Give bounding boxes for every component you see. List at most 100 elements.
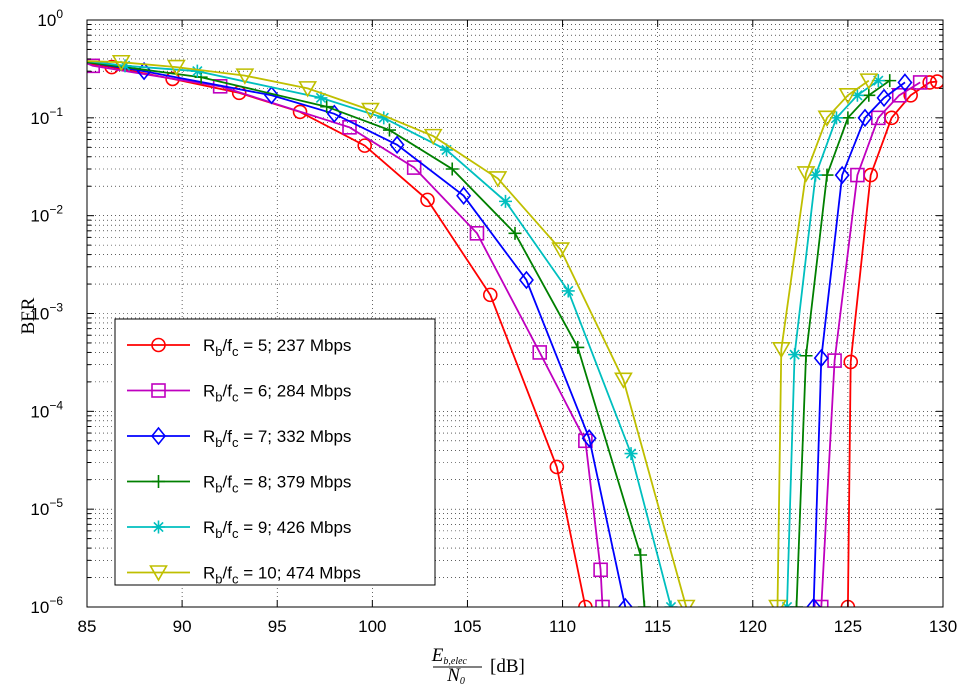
data-marker [445, 162, 459, 176]
data-marker [676, 599, 696, 607]
data-marker [151, 337, 166, 353]
data-marker [152, 520, 165, 534]
data-marker [799, 349, 813, 363]
data-marker [440, 143, 454, 157]
legend-entry: Rb/fc = 5; 237 Mbps [127, 336, 351, 359]
legend-label-f: /f [223, 473, 233, 492]
legend-label-sub-c: c [232, 344, 239, 359]
x-label-unit: [dB] [490, 656, 525, 677]
legend-label-r: R [203, 564, 215, 583]
data-marker [406, 160, 422, 175]
legend-label-f: /f [223, 382, 233, 401]
legend-label-f: /f [223, 336, 233, 355]
data-marker [614, 372, 633, 389]
data-marker [498, 194, 512, 208]
svg-text:N0: N0 [446, 665, 465, 687]
y-tick-exponent: −3 [49, 301, 63, 315]
series-line [795, 79, 891, 607]
data-marker [788, 348, 802, 362]
data-marker [532, 345, 548, 360]
svg-text:Eb,elec: Eb,elec [431, 645, 468, 667]
y-tick-label: 10−4 [30, 398, 63, 421]
series-line [87, 60, 672, 607]
legend-label-sub-b: b [215, 390, 222, 405]
y-tick-label: 10−6 [30, 594, 63, 617]
data-marker [389, 135, 405, 155]
data-marker [876, 88, 892, 108]
series-10 [87, 54, 879, 607]
series-layer [87, 54, 943, 607]
x-label-denominator: N [446, 665, 461, 686]
data-marker [357, 138, 373, 153]
data-marker [922, 75, 937, 90]
x-tick-label: 110 [549, 617, 576, 636]
data-marker [377, 111, 391, 125]
x-label-numerator: E [431, 645, 444, 666]
data-marker [871, 74, 885, 88]
data-marker [423, 128, 443, 146]
legend-entry: Rb/fc = 8; 379 Mbps [127, 473, 351, 496]
data-marker [796, 166, 816, 183]
legend-entry: Rb/fc = 9; 426 Mbps [127, 518, 351, 541]
legend-label: Rb/fc = 7; 332 Mbps [203, 427, 351, 450]
data-marker [595, 599, 610, 607]
data-marker [298, 81, 318, 98]
data-marker [891, 87, 907, 103]
y-tick-base: 10 [30, 207, 49, 226]
legend-label: Rb/fc = 10; 474 Mbps [203, 564, 361, 587]
data-marker [859, 73, 879, 90]
y-tick-base: 10 [30, 109, 49, 128]
data-marker [581, 429, 597, 448]
x-tick-label: 125 [834, 617, 862, 636]
data-marker [809, 168, 823, 182]
y-tick-base: 10 [30, 305, 49, 324]
y-tick-exponent: −2 [49, 203, 63, 217]
data-marker [850, 167, 865, 183]
data-marker [167, 59, 186, 77]
data-marker [314, 91, 328, 105]
data-marker [883, 74, 897, 88]
data-marker [768, 599, 787, 607]
data-marker [841, 111, 855, 125]
data-marker [149, 565, 168, 582]
x-tick-label: 85 [78, 617, 97, 636]
data-marker [771, 342, 791, 359]
x-tick-label: 90 [173, 617, 192, 636]
legend-label-sub-c: c [232, 481, 239, 496]
legend-label-rest: = 9; 426 Mbps [238, 518, 351, 537]
data-marker [843, 354, 859, 370]
data-marker [151, 383, 166, 398]
series-line [87, 61, 627, 607]
y-axis-label: BER [18, 297, 39, 334]
legend-label: Rb/fc = 9; 426 Mbps [203, 518, 351, 541]
y-tick-label: 10−5 [30, 496, 63, 519]
data-marker [897, 73, 913, 92]
legend-label: Rb/fc = 8; 379 Mbps [203, 473, 351, 496]
legend-label-sub-b: b [215, 526, 222, 541]
y-tick-label: 10−1 [30, 105, 63, 128]
data-marker [617, 597, 633, 607]
data-marker [561, 284, 575, 298]
data-marker [361, 102, 380, 120]
x-tick-label: 95 [268, 617, 287, 636]
data-marker [834, 165, 850, 185]
data-marker [624, 447, 638, 461]
y-tick-base: 10 [30, 500, 49, 519]
legend-label-f: /f [223, 564, 233, 583]
legend-label-sub-b: b [215, 572, 222, 587]
legend-label-rest: = 7; 332 Mbps [238, 427, 351, 446]
data-marker [857, 108, 873, 128]
data-marker [850, 88, 864, 102]
series-9 [87, 59, 885, 607]
data-marker [813, 348, 829, 368]
data-marker [456, 186, 472, 205]
data-marker [111, 54, 131, 72]
legend-label-r: R [203, 473, 215, 492]
legend-label-sub-b: b [215, 481, 222, 496]
y-tick-base: 10 [37, 11, 56, 30]
series-8 [87, 61, 897, 607]
legend-label-sub-c: c [232, 390, 239, 405]
data-marker [862, 88, 876, 102]
